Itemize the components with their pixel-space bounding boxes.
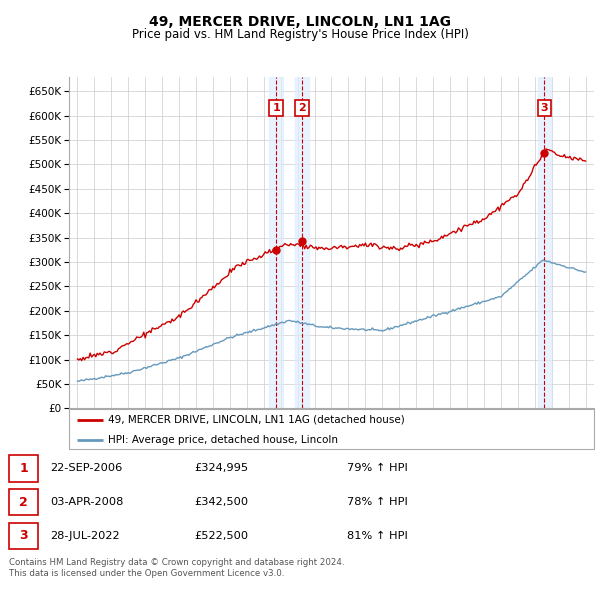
Bar — [295, 77, 308, 408]
Text: £342,500: £342,500 — [194, 497, 248, 507]
Text: 49, MERCER DRIVE, LINCOLN, LN1 1AG: 49, MERCER DRIVE, LINCOLN, LN1 1AG — [149, 15, 451, 29]
Text: £522,500: £522,500 — [194, 530, 248, 540]
Text: 3: 3 — [541, 103, 548, 113]
Text: 78% ↑ HPI: 78% ↑ HPI — [347, 497, 408, 507]
Bar — [538, 77, 551, 408]
Text: This data is licensed under the Open Government Licence v3.0.: This data is licensed under the Open Gov… — [9, 569, 284, 578]
Text: Price paid vs. HM Land Registry's House Price Index (HPI): Price paid vs. HM Land Registry's House … — [131, 28, 469, 41]
Text: 03-APR-2008: 03-APR-2008 — [50, 497, 124, 507]
Text: £324,995: £324,995 — [194, 464, 248, 474]
Text: 1: 1 — [272, 103, 280, 113]
Text: 1: 1 — [19, 462, 28, 475]
Text: Contains HM Land Registry data © Crown copyright and database right 2024.: Contains HM Land Registry data © Crown c… — [9, 558, 344, 566]
Text: 2: 2 — [19, 496, 28, 509]
FancyBboxPatch shape — [9, 489, 38, 515]
Bar — [269, 77, 283, 408]
FancyBboxPatch shape — [9, 523, 38, 549]
Text: 3: 3 — [19, 529, 28, 542]
FancyBboxPatch shape — [69, 409, 594, 449]
Text: 28-JUL-2022: 28-JUL-2022 — [50, 530, 120, 540]
Text: 81% ↑ HPI: 81% ↑ HPI — [347, 530, 408, 540]
Text: 49, MERCER DRIVE, LINCOLN, LN1 1AG (detached house): 49, MERCER DRIVE, LINCOLN, LN1 1AG (deta… — [109, 415, 405, 425]
Text: 22-SEP-2006: 22-SEP-2006 — [50, 464, 122, 474]
Text: HPI: Average price, detached house, Lincoln: HPI: Average price, detached house, Linc… — [109, 435, 338, 445]
FancyBboxPatch shape — [9, 455, 38, 481]
Text: 79% ↑ HPI: 79% ↑ HPI — [347, 464, 408, 474]
Text: 2: 2 — [298, 103, 306, 113]
